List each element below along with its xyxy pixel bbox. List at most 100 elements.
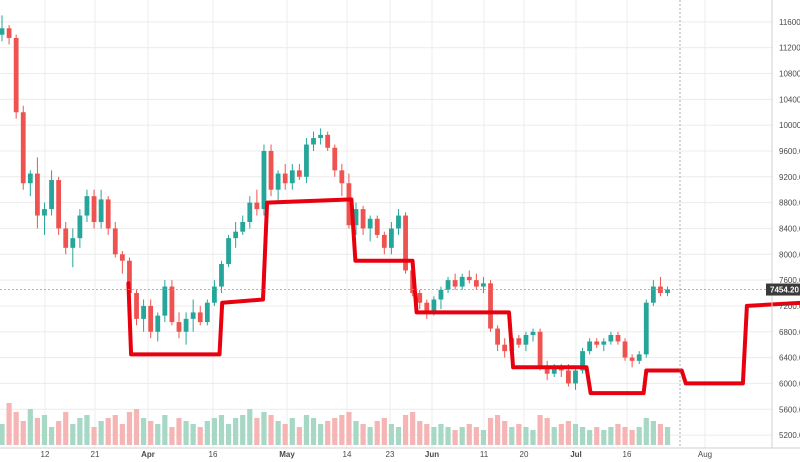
candle [360,205,366,235]
candle [304,138,309,184]
candle [396,209,401,235]
candle-body [311,138,316,145]
candle [580,347,585,374]
candle [233,222,239,248]
candle [665,286,670,297]
candle [445,276,451,294]
candle-body [594,341,600,345]
candle [587,338,593,355]
candle [318,128,323,145]
candle-body [530,331,536,335]
volume-bar [565,421,571,445]
candle-body [27,173,33,184]
volume-bar [438,424,444,445]
volume-bar [594,427,600,445]
candle-body [580,351,585,371]
x-tick-label: Aug [698,450,712,459]
volume-bar [622,427,628,445]
volume-bar [530,430,536,445]
candle [325,131,331,151]
candle-body [169,286,175,323]
candle [261,144,267,216]
x-tick-label: Jul [570,450,582,459]
volume-bar [388,424,394,445]
volume-bar [27,409,33,445]
candle-body [473,280,479,287]
last-price-box [766,283,800,296]
candle [339,163,345,197]
candle [219,260,224,294]
candle-body [502,344,508,352]
candle-body [629,357,635,361]
volume-bar [417,421,423,445]
y-tick-label: 9200.00 [779,173,800,182]
candle [197,305,203,326]
volume-bar [77,418,83,445]
candle-body [20,112,26,184]
candle-body [438,289,444,300]
volume-bar [579,427,586,445]
volume-bar [303,415,310,445]
volume-bar [34,418,40,445]
candle-body [665,289,670,294]
volume-bars [0,403,671,445]
candle-body [70,238,76,248]
volume-bar [360,424,366,445]
candle [268,144,274,197]
x-tick-label: May [279,450,295,459]
candle [77,209,83,248]
volume-bar [551,427,557,445]
candle-body [381,234,387,248]
volume-bar [643,418,649,445]
y-tick-label: 5600.00 [779,405,800,414]
candle [0,15,5,42]
volume-bar [6,403,12,445]
candle [176,312,182,339]
volume-bar [183,421,189,445]
candle [105,196,111,235]
candle-body [523,335,529,345]
last-price-label: 7454.20 [766,283,800,296]
candle [49,170,54,216]
candle [594,338,600,348]
candle-body [127,260,132,294]
volume-bar [487,418,494,445]
candle [112,222,118,258]
candle [622,338,628,361]
candle-body [566,370,571,384]
candle-body [63,228,69,248]
x-tick-label: 16 [209,450,218,459]
y-tick-label: 12000.00 [779,0,800,1]
volume-bar [544,418,550,445]
candle-body [0,28,5,35]
volume-bar [310,418,317,445]
candle-body [240,222,246,232]
candle-body [49,180,54,210]
candle-body [226,238,231,264]
candle [381,231,387,255]
volume-bar [431,427,437,445]
candle [502,338,508,358]
candle-body [56,180,62,229]
volume-bar [523,427,529,445]
candle [162,280,168,323]
candle-body [84,196,90,216]
candle [544,360,550,381]
volume-bar [233,418,239,445]
candle-body [13,37,19,113]
candle-body [431,299,437,313]
candle-body [488,283,493,329]
candle-body [353,209,359,226]
volume-bar [211,418,217,445]
volume-bar [218,415,225,445]
candle-body [254,202,260,210]
volume-bar [91,427,97,445]
candle [523,331,529,352]
candle-body [98,199,104,222]
y-tick-label: 11200.00 [779,44,800,53]
x-tick-label: 14 [343,450,352,459]
candle-body [516,338,522,345]
volume-bar [459,427,465,445]
volume-bar [466,424,472,445]
